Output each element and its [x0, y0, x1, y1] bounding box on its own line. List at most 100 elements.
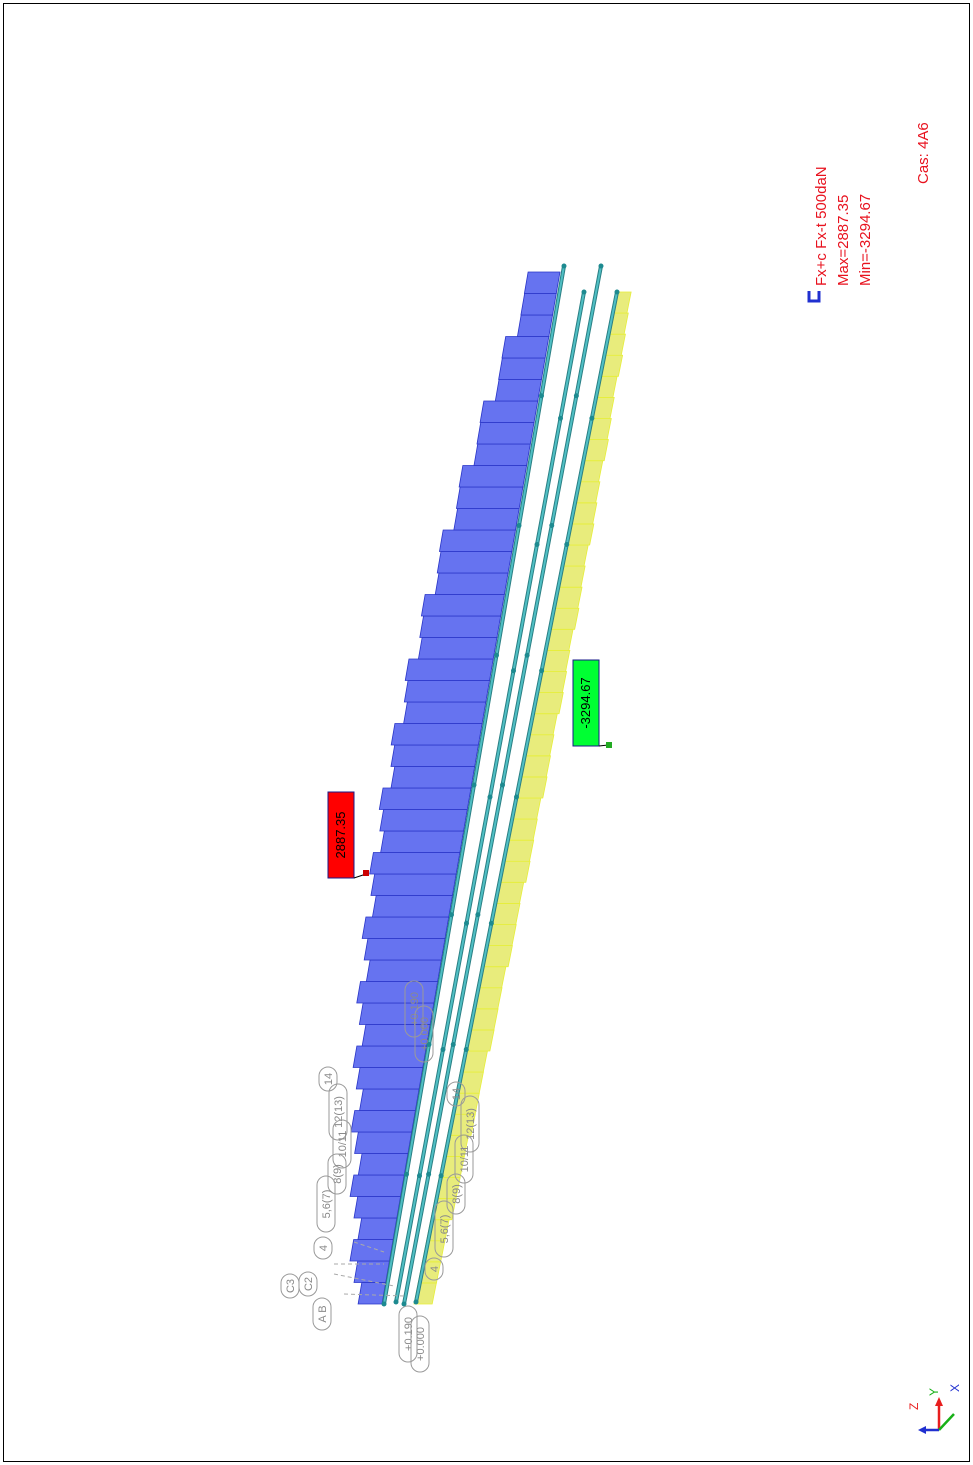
legend-line-1: Fx+c Fx-t 500daN — [813, 166, 830, 286]
beam-node — [598, 263, 604, 269]
beam-node — [511, 668, 516, 674]
positive-force-strip — [501, 336, 550, 359]
beam-node — [564, 542, 570, 547]
positive-force-strip — [371, 895, 453, 918]
positive-force-strip — [354, 1131, 413, 1154]
grid-reference-line — [333, 1273, 395, 1287]
grid-tag-bubble — [318, 1066, 338, 1092]
positive-force-strip — [390, 744, 479, 767]
grid-tag-label: A B — [317, 1305, 329, 1322]
positive-force-strip — [369, 852, 461, 875]
grid-tag-bubble — [313, 1236, 333, 1260]
positive-force-strip — [352, 1045, 427, 1068]
viewport-frame[interactable]: 14 12(13) 10/11 8(9) 5,6(7) 4 C3 C2 A B +0.190 +0.… — [3, 3, 970, 1462]
positive-force-strip — [479, 400, 539, 423]
positive-force-strip — [356, 981, 439, 1004]
grid-tag-label: 8(9) — [332, 1164, 344, 1184]
grid-tag-bubble — [398, 1305, 418, 1363]
beam-node — [589, 415, 595, 421]
positive-force-strip — [404, 658, 494, 681]
beam-node — [573, 393, 579, 399]
grid-tag-bubble — [328, 1083, 348, 1141]
grid-tag-label: 14 — [451, 1088, 463, 1100]
grid-tag-label: 12(13) — [465, 1108, 477, 1140]
positive-force-diagram — [349, 271, 561, 1305]
positive-force-strip — [350, 1110, 416, 1133]
beam-members — [381, 263, 620, 1307]
load-case: Cas: 4A6 — [915, 122, 932, 184]
beam-node — [581, 289, 587, 295]
grid-tag-bubble — [312, 1297, 332, 1331]
grid-tag-bubble — [460, 1095, 480, 1153]
grid-tag-bubble — [446, 1081, 466, 1107]
positive-force-strip — [417, 637, 498, 660]
positive-force-strip — [498, 357, 546, 380]
max-value-box[interactable] — [327, 791, 355, 879]
grid-tag-label: 5,6(7) — [321, 1190, 333, 1219]
beam-node — [450, 1042, 456, 1047]
positive-force-strip — [458, 465, 528, 488]
beam-node — [487, 794, 493, 800]
beam-node — [539, 393, 544, 399]
positive-force-strip — [455, 486, 524, 509]
beam-node — [426, 1042, 432, 1047]
min-marker[interactable]: -3294.67 — [572, 659, 612, 748]
grid-tag-bubble — [327, 1153, 347, 1195]
grid-tag-label: 4 — [318, 1245, 330, 1251]
positive-force-strip — [403, 680, 491, 703]
positive-force-strip — [349, 1174, 405, 1197]
min-value-box[interactable] — [572, 659, 600, 747]
positive-force-strip — [357, 1153, 409, 1176]
beam-node — [463, 1047, 469, 1052]
grid-tag-bubble — [424, 1257, 444, 1281]
max-marker[interactable]: 2887.35 — [327, 791, 369, 879]
grid-tag-label: 10/11 — [459, 1146, 471, 1173]
beam-node — [440, 1047, 446, 1052]
grid-tag-bubble — [434, 1200, 454, 1258]
beam-node — [449, 912, 454, 918]
beam-node — [471, 782, 477, 788]
positive-force-strip — [353, 1196, 402, 1219]
beam-node — [514, 794, 519, 800]
positive-force-strip — [476, 422, 535, 445]
beam-node — [516, 523, 522, 528]
axis-x-label: X — [948, 1384, 962, 1392]
grid-tag-bubble — [316, 1175, 336, 1233]
beam-node — [464, 920, 469, 926]
axis-triad: Z Y X — [907, 1384, 962, 1434]
max-value-label: 2887.35 — [333, 812, 348, 859]
grid-tag-label: 14 — [323, 1073, 335, 1085]
positive-force-strip — [355, 1067, 424, 1090]
positive-force-strip — [359, 1088, 420, 1111]
grid-reference-line — [343, 1293, 405, 1297]
positive-force-strip — [363, 938, 446, 961]
grid-tag-label: +0.000 — [415, 1327, 427, 1361]
positive-force-strip — [403, 701, 487, 724]
grid-tag-bubble — [410, 1315, 430, 1373]
beam-node — [488, 920, 494, 926]
positive-force-strip — [434, 572, 509, 595]
beam-node — [558, 415, 563, 421]
beam-node — [549, 523, 555, 528]
positive-force-strip — [379, 809, 468, 832]
positive-force-strip — [438, 529, 516, 552]
beam-node — [426, 1171, 432, 1177]
grid-tag-label: 10/11 — [337, 1131, 349, 1158]
grid-tag-bubble — [332, 1119, 352, 1169]
min-value-label: -3294.67 — [578, 677, 593, 728]
grid-tag-bubble — [446, 1173, 466, 1215]
grid-reference-line — [353, 1241, 385, 1253]
grid-tag-label: C2 — [303, 1277, 315, 1291]
beam-node — [381, 1301, 387, 1307]
grid-tag-bubble — [454, 1134, 474, 1184]
positive-force-strip — [390, 766, 476, 789]
grid-tag-label: 5,6(7) — [439, 1215, 451, 1244]
beam-node — [614, 289, 620, 295]
axis-z-label: Z — [907, 1403, 921, 1410]
legend-max: Max=2887.35 — [835, 194, 852, 286]
beam-node — [413, 1299, 419, 1305]
positive-force-strip — [380, 830, 465, 853]
grid-tag-label: +0.190 — [409, 992, 421, 1026]
